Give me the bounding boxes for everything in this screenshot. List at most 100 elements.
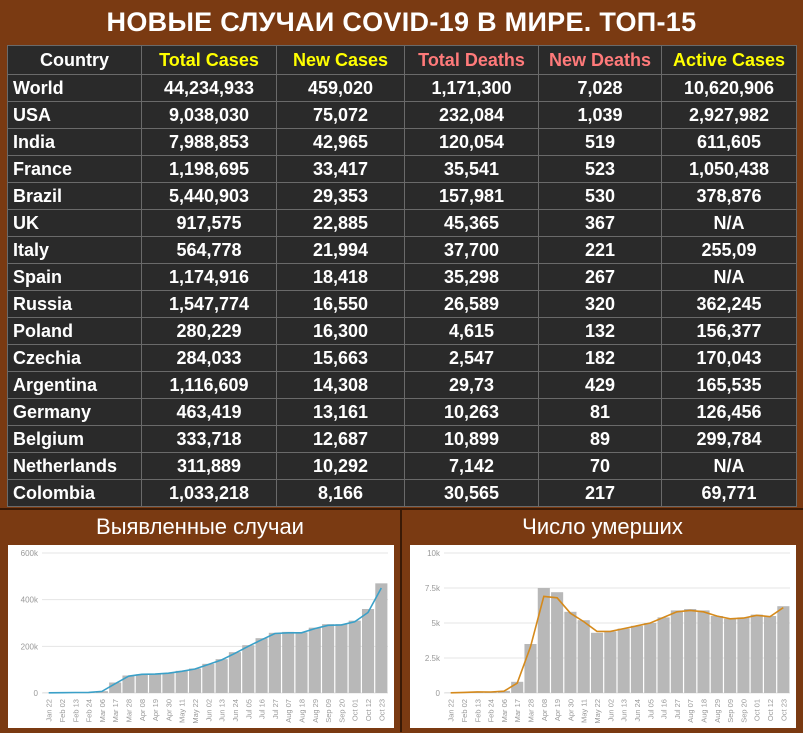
x-tick-label: Sep 09: [324, 699, 333, 723]
bar: [618, 629, 630, 693]
page-title: НОВЫЕ СЛУЧАИ COVID-19 В МИРЕ. ТОП-15: [0, 0, 803, 44]
table-cell: 2,547: [405, 345, 539, 372]
x-tick-label: Mar 06: [500, 699, 509, 722]
bar: [737, 617, 749, 693]
x-tick-label: Aug 29: [713, 699, 722, 723]
x-tick-label: Jun 02: [204, 699, 213, 722]
table-cell: 89: [539, 426, 662, 453]
bar: [671, 610, 683, 693]
x-tick-label: Mar 28: [125, 699, 134, 722]
x-tick-label: Jun 24: [231, 699, 240, 722]
table-cell: 132: [539, 318, 662, 345]
table-cell: 519: [539, 129, 662, 156]
table-cell: 221: [539, 237, 662, 264]
bar: [697, 610, 709, 693]
bar: [309, 628, 321, 693]
table-cell: 1,171,300: [405, 75, 539, 102]
table-cell: 126,456: [662, 399, 797, 426]
bar: [149, 674, 161, 693]
table-cell: 299,784: [662, 426, 797, 453]
x-tick-label: Apr 30: [566, 699, 575, 721]
bar: [362, 609, 374, 693]
table-cell: 1,033,218: [142, 480, 277, 507]
table-cell-country: Russia: [8, 291, 142, 318]
table-cell: 35,541: [405, 156, 539, 183]
deaths-chart-title: Число умерших: [402, 510, 803, 544]
table-cell: 35,298: [405, 264, 539, 291]
table-cell: 37,700: [405, 237, 539, 264]
table-cell: 333,718: [142, 426, 277, 453]
x-tick-label: Jun 13: [620, 699, 629, 722]
bar: [202, 664, 214, 693]
x-tick-label: May 22: [191, 699, 200, 724]
table-cell-country: India: [8, 129, 142, 156]
x-tick-label: Jul 27: [673, 699, 682, 719]
x-tick-label: Jun 13: [218, 699, 227, 722]
table-cell: 170,043: [662, 345, 797, 372]
y-tick-label: 10k: [427, 549, 441, 558]
table-cell-country: Poland: [8, 318, 142, 345]
x-tick-label: May 11: [178, 699, 187, 723]
x-tick-label: Apr 30: [164, 699, 173, 721]
table-cell: 120,054: [405, 129, 539, 156]
table-cell: 378,876: [662, 183, 797, 210]
table-cell: 45,365: [405, 210, 539, 237]
header-total-deaths: Total Deaths: [405, 46, 539, 75]
table-cell: 9,038,030: [142, 102, 277, 129]
bar: [229, 652, 241, 693]
x-tick-label: Jun 24: [633, 699, 642, 722]
bar: [777, 606, 789, 693]
table-cell: 232,084: [405, 102, 539, 129]
table-cell-country: Colombia: [8, 480, 142, 507]
table-cell: 75,072: [277, 102, 405, 129]
bar: [658, 617, 670, 693]
table-cell: 10,263: [405, 399, 539, 426]
y-tick-label: 200k: [21, 642, 39, 651]
table-cell: 311,889: [142, 453, 277, 480]
y-tick-label: 400k: [21, 596, 39, 605]
table-cell: 70: [539, 453, 662, 480]
bar: [256, 638, 268, 693]
table-cell: 4,615: [405, 318, 539, 345]
bar: [604, 631, 616, 693]
x-tick-label: Jul 27: [271, 699, 280, 719]
bar: [644, 623, 656, 693]
table-cell-country: Netherlands: [8, 453, 142, 480]
x-tick-label: Feb 02: [58, 699, 67, 722]
header-active-cases: Active Cases: [662, 46, 797, 75]
table-cell: 16,550: [277, 291, 405, 318]
y-tick-label: 600k: [21, 549, 39, 558]
table-cell-country: UK: [8, 210, 142, 237]
bar: [189, 669, 201, 694]
table-cell: N/A: [662, 264, 797, 291]
table-cell: 44,234,933: [142, 75, 277, 102]
table-cell: 157,981: [405, 183, 539, 210]
bar: [551, 592, 563, 693]
table-cell: 7,988,853: [142, 129, 277, 156]
x-tick-label: Sep 20: [337, 699, 346, 723]
x-tick-label: Aug 18: [298, 699, 307, 723]
table-cell: 10,899: [405, 426, 539, 453]
table-cell: 69,771: [662, 480, 797, 507]
table-cell: 459,020: [277, 75, 405, 102]
y-tick-label: 2.5k: [425, 654, 441, 663]
header-total-cases: Total Cases: [142, 46, 277, 75]
table-cell-country: Czechia: [8, 345, 142, 372]
table-cell: 255,09: [662, 237, 797, 264]
y-tick-label: 7.5k: [425, 584, 441, 593]
covid-table: Country Total Cases New Cases Total Deat…: [7, 45, 797, 507]
cases-chart-title: Выявленные случаи: [0, 510, 400, 544]
x-tick-label: Feb 02: [460, 699, 469, 722]
x-tick-label: Feb 24: [487, 699, 496, 722]
